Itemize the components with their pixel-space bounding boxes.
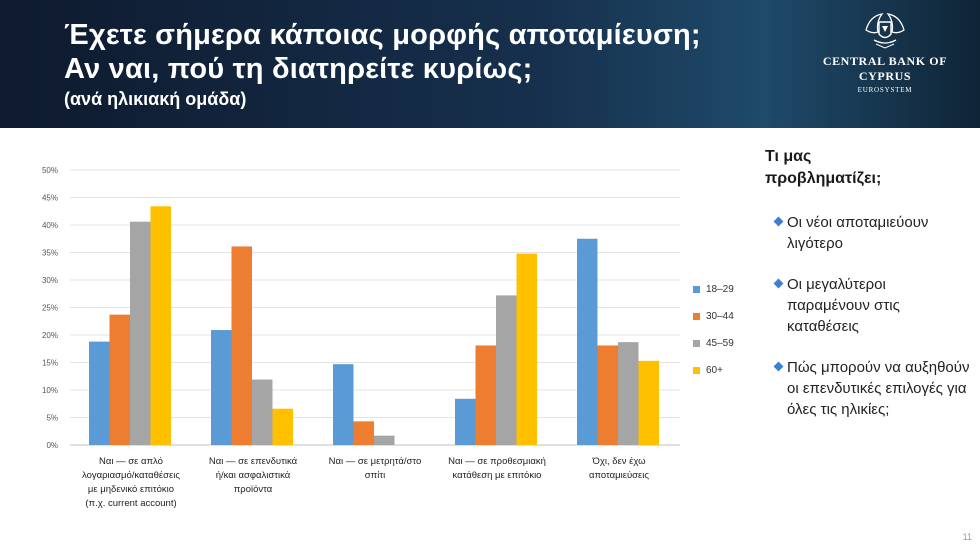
page-title-line-1: Έχετε σήμερα κάποιας μορφής αποταμίευση; (64, 19, 701, 51)
central-bank-logo: CENTRAL BANK OF CYPRUS EUROSYSTEM (800, 10, 970, 94)
sidebar-heading-line-1: Τι μας (765, 148, 812, 165)
x-category-label: Ναι — σε επενδυτικά ή/και ασφαλιστικά προϊ… (209, 456, 298, 495)
y-tick-label: 40% (42, 221, 58, 230)
concern-item: Οι μεγαλύτεροι παραμένουν στις καταθέσει… (765, 274, 970, 337)
page-title-line-2: Αν ναι, πού τη διατηρείτε κυρίως; (64, 53, 533, 85)
y-tick-label: 10% (42, 386, 58, 395)
bar (597, 345, 618, 445)
page-subtitle: (ανά ηλικιακή ομάδα) (64, 89, 247, 109)
x-category-label-line: αποταμιεύσεις (589, 470, 649, 481)
x-category-label-line: σπίτι (365, 470, 385, 481)
chart-legend: 18–29 30–44 45–59 60+ (693, 276, 734, 384)
y-tick-label: 0% (46, 441, 58, 450)
x-category-label-line: (π.χ. current account) (85, 498, 176, 509)
legend-item: 45–59 (693, 330, 734, 357)
bar (455, 398, 476, 445)
legend-item: 18–29 (693, 276, 734, 303)
bar (333, 364, 354, 445)
bar (130, 221, 151, 445)
bar (89, 341, 110, 445)
concern-text: Οι μεγαλύτεροι παραμένουν στις καταθέσει… (787, 276, 900, 335)
title-block: Έχετε σήμερα κάποιας μορφής αποταμίευση;… (64, 18, 701, 112)
x-category-label: Ναι — σε απλό λογαριασμό/καταθέσεις με μηδ… (82, 456, 180, 509)
x-category-label-line: προϊόντα (234, 484, 273, 495)
concern-text: Οι νέοι αποταμιεύουν λιγότερο (787, 214, 929, 252)
x-category-label-line: Ναι — σε απλό (99, 456, 163, 467)
bar (252, 379, 273, 445)
y-tick-label: 30% (42, 276, 58, 285)
bar (475, 345, 496, 445)
diamond-bullet-icon (773, 278, 784, 289)
x-category-label-line: με μηδενικό επιτόκιο (88, 484, 174, 495)
sidebar-heading-line-2: προβληματίζει; (765, 170, 882, 187)
bar (272, 408, 293, 445)
logo-name: CENTRAL BANK OF CYPRUS (822, 54, 948, 83)
x-category-label-line: λογαριασμό/καταθέσεις (82, 470, 180, 481)
concern-text: Πώς μπορούν να αυξηθούν οι επενδυτικές ε… (787, 359, 970, 418)
x-category-label-line: ή/και ασφαλιστικά (216, 470, 291, 481)
y-tick-label: 45% (42, 194, 58, 203)
diamond-bullet-icon (773, 361, 784, 372)
bar (374, 435, 395, 445)
concern-item: Οι νέοι αποταμιεύουν λιγότερο (765, 212, 970, 254)
sidebar-concerns: Τι μας προβληματίζει; Οι νέοι αποταμιεύο… (765, 146, 970, 440)
x-category-label-line: Ναι — σε επενδυτικά (209, 456, 298, 467)
x-category-label-line: Όχι, δεν έχω (591, 456, 646, 467)
x-category-label: Όχι, δεν έχω αποταμιεύσεις (589, 456, 649, 481)
y-tick-label: 5% (46, 414, 58, 423)
bar (109, 314, 130, 445)
x-category-label-line: κατάθεση με επιτόκιο (453, 470, 542, 481)
bar (231, 246, 252, 445)
concern-list: Οι νέοι αποταμιεύουν λιγότερο Οι μεγαλύτ… (765, 212, 970, 420)
legend-label: 45–59 (706, 338, 734, 349)
y-tick-label: 20% (42, 331, 58, 340)
x-category-label: Ναι — σε προθεσμιακή κατάθεση με επιτόκιο (448, 456, 546, 481)
page-number: 11 (962, 532, 972, 542)
bar (577, 238, 598, 445)
legend-label: 30–44 (706, 311, 734, 322)
bar (150, 206, 171, 445)
x-category-label-line: Ναι — σε μετρητά/στο (329, 456, 422, 467)
coat-of-arms-icon (865, 13, 905, 49)
diamond-bullet-icon (773, 216, 784, 227)
y-tick-label: 15% (42, 359, 58, 368)
legend-swatch (693, 286, 700, 293)
bar (516, 253, 537, 445)
y-tick-label: 35% (42, 249, 58, 258)
legend-swatch (693, 340, 700, 347)
header-banner: Έχετε σήμερα κάποιας μορφής αποταμίευση;… (0, 0, 980, 128)
concern-item: Πώς μπορούν να αυξηθούν οι επενδυτικές ε… (765, 357, 970, 420)
x-category-label-line: Ναι — σε προθεσμιακή (448, 456, 546, 467)
x-category-label: Ναι — σε μετρητά/στο σπίτι (329, 456, 422, 481)
bar (353, 421, 374, 445)
y-tick-label: 25% (42, 304, 58, 313)
logo-sub: EUROSYSTEM (857, 86, 913, 94)
legend-item: 60+ (693, 357, 734, 384)
bar (496, 295, 517, 445)
savings-bar-chart: 0% 5% 10% 15% 20% 25% 30% 35% 40% 45% 50% Ναι — σε … (42, 166, 680, 509)
legend-swatch (693, 367, 700, 374)
y-tick-label: 50% (42, 166, 58, 175)
bar (211, 330, 232, 445)
legend-item: 30–44 (693, 303, 734, 330)
bar (638, 360, 659, 445)
bar (618, 342, 639, 445)
legend-swatch (693, 313, 700, 320)
legend-label: 18–29 (706, 284, 734, 295)
legend-label: 60+ (706, 365, 723, 376)
